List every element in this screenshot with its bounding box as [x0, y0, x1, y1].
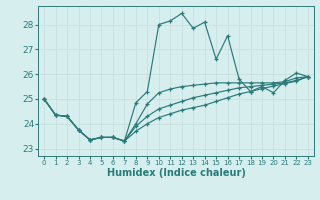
X-axis label: Humidex (Indice chaleur): Humidex (Indice chaleur) [107, 168, 245, 178]
